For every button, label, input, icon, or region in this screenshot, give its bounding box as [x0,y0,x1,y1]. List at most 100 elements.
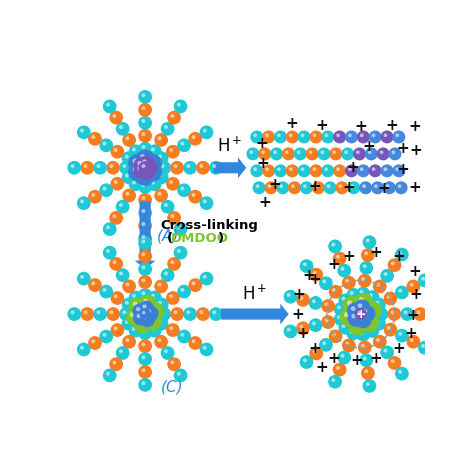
Circle shape [306,148,318,160]
Circle shape [164,272,167,275]
Circle shape [404,311,407,314]
Circle shape [374,185,377,187]
Circle shape [139,379,151,391]
Circle shape [329,375,341,388]
Circle shape [348,134,351,137]
Circle shape [152,294,155,297]
Circle shape [201,126,213,138]
Circle shape [358,311,360,314]
Circle shape [346,165,357,177]
Text: +: + [256,156,269,172]
Circle shape [187,311,190,314]
Circle shape [120,162,132,174]
Circle shape [81,275,83,278]
Circle shape [142,165,145,167]
Circle shape [177,103,180,106]
Circle shape [278,134,280,137]
Circle shape [81,200,83,203]
Circle shape [139,366,151,378]
Circle shape [167,292,179,304]
Circle shape [380,151,383,154]
Circle shape [171,115,173,117]
Circle shape [398,185,401,187]
Circle shape [360,134,363,137]
Circle shape [359,341,371,354]
Circle shape [324,182,336,193]
Circle shape [340,309,358,326]
Circle shape [192,340,195,343]
Circle shape [92,194,95,196]
Circle shape [337,134,339,137]
Circle shape [262,151,264,154]
Circle shape [372,182,383,193]
Circle shape [254,134,256,137]
Circle shape [155,134,167,146]
Circle shape [320,339,332,351]
Circle shape [334,165,346,177]
Circle shape [297,294,309,306]
Circle shape [342,148,354,160]
Text: +: + [297,326,310,341]
Circle shape [332,379,335,382]
Circle shape [122,152,135,164]
Circle shape [127,309,142,325]
Circle shape [68,308,81,320]
Circle shape [352,314,356,318]
Circle shape [133,167,137,172]
Circle shape [362,278,365,280]
Circle shape [192,194,195,196]
Circle shape [174,223,187,235]
Circle shape [184,162,196,174]
Circle shape [322,131,334,143]
Circle shape [335,303,347,315]
Circle shape [139,162,151,173]
Circle shape [364,310,367,313]
Circle shape [178,139,190,151]
Circle shape [139,156,154,171]
Circle shape [133,148,135,151]
Circle shape [301,134,304,137]
Circle shape [139,207,151,219]
Circle shape [138,321,142,324]
Circle shape [347,327,360,339]
Circle shape [123,336,135,348]
Circle shape [392,262,394,265]
Circle shape [381,165,393,177]
Circle shape [139,289,151,301]
Circle shape [113,261,116,264]
Circle shape [427,308,439,320]
Circle shape [378,311,381,314]
Circle shape [152,307,155,311]
Circle shape [330,148,342,160]
Circle shape [313,272,316,274]
Circle shape [387,295,390,298]
Circle shape [107,226,109,229]
Circle shape [342,297,345,300]
Circle shape [84,164,87,167]
Circle shape [361,314,378,331]
Circle shape [334,131,346,143]
Circle shape [139,164,154,179]
Text: +: + [385,118,398,133]
Circle shape [284,291,297,303]
Circle shape [372,168,375,171]
Circle shape [133,294,135,297]
Circle shape [366,239,369,242]
Circle shape [139,194,151,206]
Circle shape [148,145,161,157]
Circle shape [313,168,316,171]
Circle shape [357,131,369,143]
Circle shape [349,317,366,335]
Circle shape [348,182,360,193]
Circle shape [107,373,109,375]
Circle shape [312,300,315,302]
Circle shape [268,185,271,187]
Text: +: + [346,160,359,175]
Text: (C): (C) [161,379,183,394]
Circle shape [158,339,161,341]
Circle shape [313,350,316,353]
Text: +: + [356,308,366,320]
Circle shape [148,324,161,337]
Circle shape [111,146,124,158]
Circle shape [142,266,145,269]
